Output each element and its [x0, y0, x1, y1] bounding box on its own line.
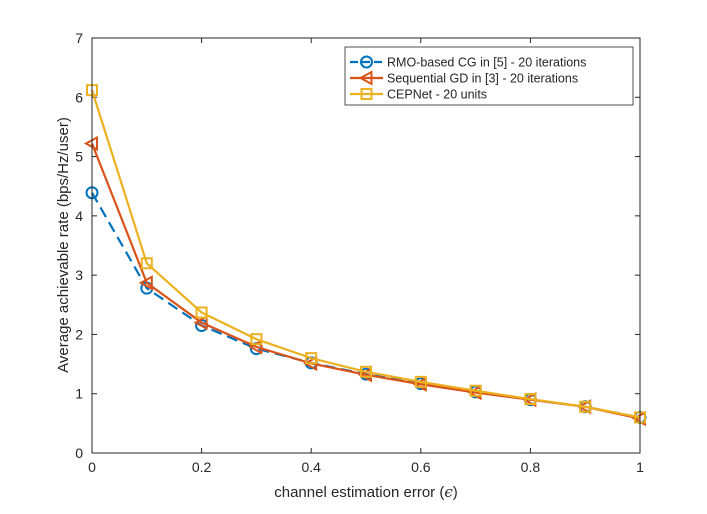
- data-point: [524, 393, 537, 406]
- series-line: [90, 89, 641, 419]
- x-tick-label: 1: [636, 459, 644, 475]
- legend-label: CEPNet - 20 units: [387, 88, 487, 102]
- legend-label: RMO-based CG in [5] - 20 iterations: [387, 56, 586, 70]
- data-point: [469, 384, 482, 397]
- y-axis-label: Average achievable rate (bps/Hz/user): [55, 117, 72, 373]
- legend-marker: [360, 88, 373, 100]
- legend-marker: [358, 70, 373, 86]
- data-point: [360, 365, 372, 378]
- x-tick-label: 0.2: [192, 459, 212, 475]
- legend: RMO-based CG in [5] - 20 iterations Seque…: [344, 46, 634, 106]
- data-point: [414, 375, 427, 388]
- data-point: [193, 314, 208, 331]
- y-tick-label: 3: [75, 267, 83, 283]
- legend-entries: RMO-based CG in [5] - 20 iterations Seque…: [350, 55, 586, 102]
- y-tick-label: 4: [75, 208, 83, 224]
- data-point: [579, 400, 592, 413]
- x-tick-label: 0.8: [521, 459, 541, 475]
- y-tick-label: 1: [75, 386, 83, 402]
- x-axis-label: channel estimation error (ϵ): [274, 483, 457, 501]
- x-tick-label: 0: [88, 459, 96, 475]
- x-tick-label: 0.6: [411, 459, 431, 475]
- legend-entry: Sequential GD in [3] - 20 iterations: [350, 70, 578, 86]
- legend-entry: RMO-based CG in [5] - 20 iterations: [350, 55, 586, 70]
- y-tick-label: 0: [75, 445, 83, 461]
- y-tick-label: 6: [75, 89, 83, 105]
- y-tick-label: 5: [75, 149, 83, 165]
- x-tick-label: 0.4: [301, 459, 321, 475]
- legend-box: [344, 46, 634, 106]
- plot-area-background: [92, 38, 640, 453]
- y-tick-label: 2: [75, 326, 83, 342]
- data-point: [305, 352, 318, 365]
- legend-marker: [360, 55, 373, 69]
- plot-area-frame: [91, 37, 641, 454]
- data-point: [138, 275, 153, 291]
- data-point: [250, 333, 263, 346]
- legend-entry: CEPNet - 20 units: [350, 88, 487, 102]
- series-3: [86, 84, 646, 424]
- data-point: [140, 257, 153, 270]
- tick-labels: 0 0.2 0.4 0.6 0.8 1 0 1 2 3 4 5 6 7: [75, 30, 644, 475]
- y-tick-label: 7: [75, 30, 83, 46]
- data-point: [195, 306, 208, 319]
- legend-label: Sequential GD in [3] - 20 iterations: [387, 72, 578, 86]
- series-layer: [83, 84, 647, 427]
